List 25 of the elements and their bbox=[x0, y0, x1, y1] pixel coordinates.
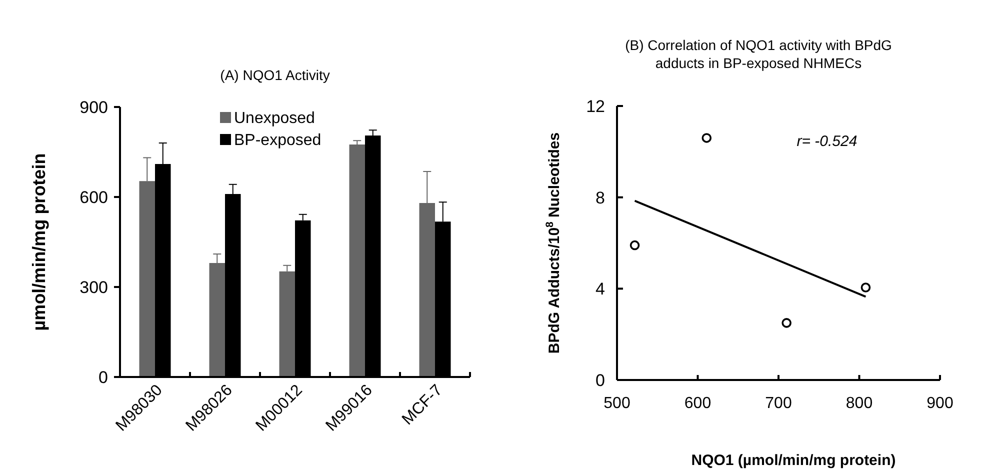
x-axis-title: NQO1 (µmol/min/mg protein) bbox=[691, 452, 896, 469]
chart-title: (B) Correlation of NQO1 activity with BPdG adducts in BP-exposed NHMECs bbox=[625, 37, 892, 71]
y-tick-label: 900 bbox=[80, 98, 108, 117]
x-tick-label: 900 bbox=[926, 395, 954, 412]
y-tick-label: 12 bbox=[586, 97, 605, 116]
x-tick-label: 700 bbox=[765, 395, 792, 412]
y-tick-label: 8 bbox=[596, 188, 605, 208]
annotation: r= -0.524 bbox=[796, 133, 858, 150]
chart-title: (A) NQO1 Activity bbox=[220, 67, 330, 83]
legend-label: BP-exposed bbox=[234, 132, 322, 149]
point bbox=[782, 318, 792, 328]
y-tick-label: 4 bbox=[596, 280, 605, 299]
y-tick-label: 600 bbox=[80, 188, 108, 207]
point bbox=[860, 282, 871, 292]
y-axis-title: µmol/min/mg protein bbox=[29, 153, 49, 331]
bar bbox=[349, 144, 365, 377]
legend-label: Unexposed bbox=[234, 110, 315, 127]
x-tick-label: 500 bbox=[604, 395, 630, 412]
point bbox=[630, 240, 640, 250]
y-tick-label: 0 bbox=[98, 368, 108, 387]
point bbox=[702, 133, 712, 143]
y-tick-label: 300 bbox=[80, 278, 108, 297]
x-tick-label: 600 bbox=[684, 395, 712, 412]
y-tick-label: 0 bbox=[596, 371, 605, 390]
x-tick-label: 800 bbox=[846, 395, 873, 412]
